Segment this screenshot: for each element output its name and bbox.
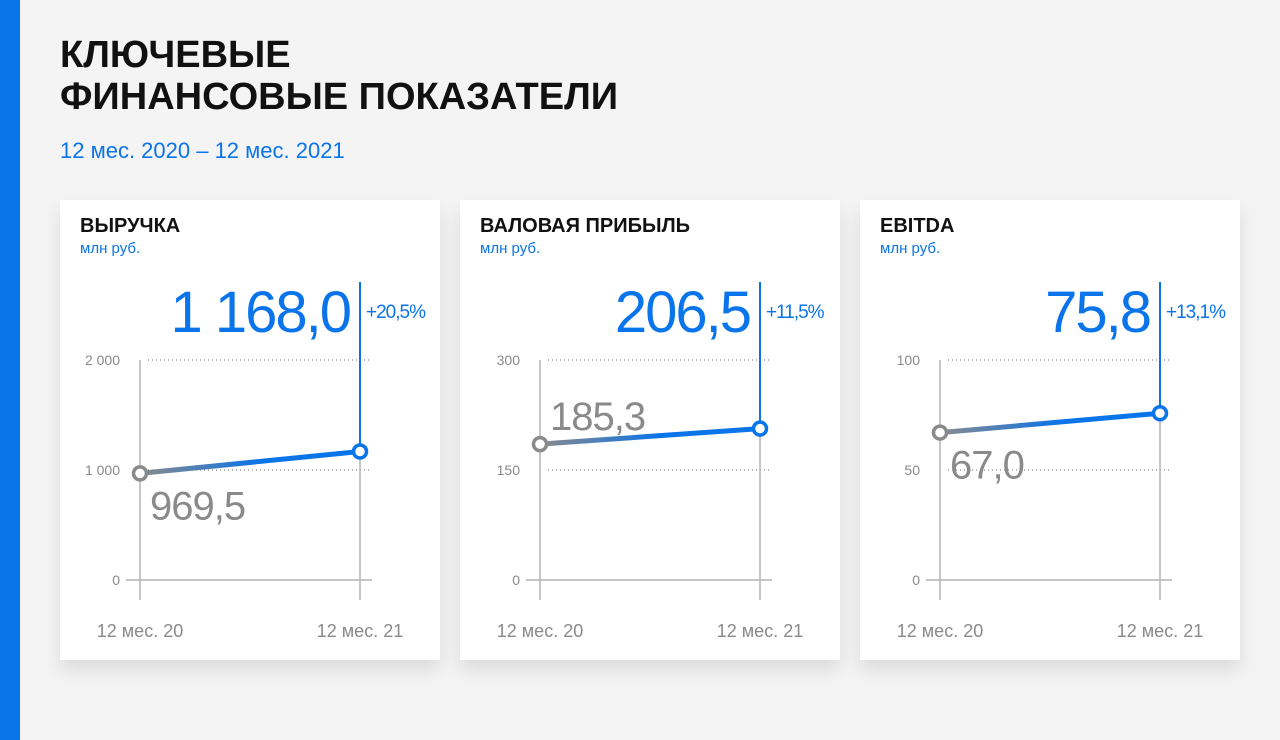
data-point-start — [931, 424, 949, 441]
y-tick-label: 0 — [912, 572, 920, 588]
revenue-card: ВЫРУЧКА млн руб. 0 1 000 2 000 969,5 1 168,0… — [60, 200, 440, 660]
page-title: КЛЮЧЕВЫЕ ФИНАНСОВЫЕ ПОКАЗАТЕЛИ — [60, 34, 618, 118]
gross-profit-chart: 0 150 300 185,3 206,5 +11,5% 12 мес. 20 12 мес.… — [497, 280, 826, 641]
data-label-start: 67,0 — [950, 444, 1024, 488]
x-tick-label: 12 мес. 20 — [497, 621, 583, 641]
page-title-line-2: ФИНАНСОВЫЕ ПОКАЗАТЕЛИ — [60, 76, 619, 118]
x-tick-label: 12 мес. 21 — [1117, 621, 1203, 641]
y-tick-label: 150 — [497, 462, 521, 478]
card-unit: млн руб. — [480, 240, 541, 257]
accent-bar — [0, 0, 20, 740]
series-line — [137, 449, 363, 476]
data-point-start — [531, 435, 549, 453]
x-tick-label: 12 мес. 20 — [897, 621, 983, 641]
y-tick-label: 100 — [897, 352, 921, 368]
y-tick-label: 2 000 — [85, 352, 120, 368]
change-label: +13,1% — [1166, 302, 1226, 323]
revenue-chart: 0 1 000 2 000 969,5 1 168,0 +20,5% 12 мес. 20 1… — [85, 280, 427, 641]
y-tick-label: 300 — [497, 352, 521, 368]
y-tick-label: 0 — [512, 572, 520, 588]
data-point-end — [351, 443, 369, 460]
card-title: ВАЛОВАЯ ПРИБЫЛЬ — [480, 215, 690, 237]
y-tick-label: 50 — [904, 462, 920, 478]
y-tick-label: 1 000 — [85, 462, 120, 478]
change-label: +11,5% — [766, 302, 825, 323]
x-tick-label: 12 мес. 20 — [97, 621, 183, 641]
ebitda-chart: 0 50 100 67,0 75,8 +13,1% 12 мес. 20 12 мес. 21 — [897, 280, 1227, 641]
x-tick-label: 12 мес. 21 — [717, 621, 803, 641]
period-subtitle: 12 мес. 2020 – 12 мес. 2021 — [60, 138, 345, 163]
x-tick-label: 12 мес. 21 — [317, 621, 403, 641]
card-title: ВЫРУЧКА — [80, 215, 181, 237]
data-label-end: 75,8 — [1045, 280, 1150, 345]
data-label-end: 206,5 — [615, 280, 750, 345]
y-tick-label: 0 — [112, 572, 120, 588]
data-point-start — [131, 465, 149, 482]
ebitda-card: EBITDA млн руб. 0 50 100 67,0 75,8 +13,1% 12 м… — [860, 200, 1240, 660]
data-point-end — [1151, 404, 1169, 422]
page-title-line-1: КЛЮЧЕВЫЕ — [60, 34, 291, 76]
data-label-start: 969,5 — [150, 484, 245, 528]
series-line — [937, 410, 1163, 436]
data-point-end — [751, 420, 769, 437]
data-label-end: 1 168,0 — [170, 280, 350, 345]
data-label-start: 185,3 — [550, 395, 645, 439]
series-line — [537, 426, 763, 447]
gross-profit-card: ВАЛОВАЯ ПРИБЫЛЬ млн руб. 0 150 300 185,3 206… — [460, 200, 840, 660]
change-label: +20,5% — [366, 302, 426, 323]
card-unit: млн руб. — [80, 240, 141, 257]
card-title: EBITDA — [880, 215, 955, 237]
card-unit: млн руб. — [880, 240, 941, 257]
